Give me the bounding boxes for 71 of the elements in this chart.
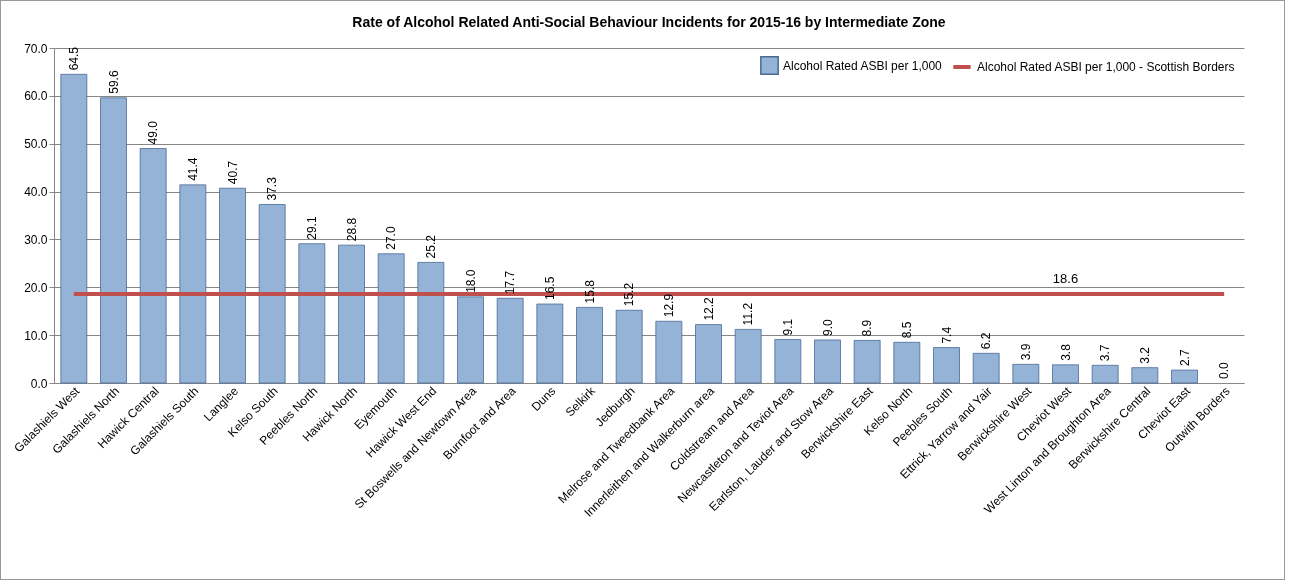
bar — [100, 97, 127, 384]
data-label: 11.2 — [741, 302, 756, 326]
legend-label: Alcohol Rated ASBI per 1,000 — [783, 58, 943, 73]
data-label: 25.2 — [423, 234, 438, 259]
data-label: 28.8 — [344, 217, 359, 242]
y-tick-label: 60.0 — [24, 89, 48, 104]
bar — [179, 184, 207, 384]
bar — [972, 352, 1000, 384]
legend-label: Alcohol Rated ASBI per 1,000 - Scottish Borders — [977, 60, 1235, 74]
bar — [655, 320, 683, 384]
data-label: 8.9 — [860, 319, 875, 337]
bar — [734, 329, 762, 384]
data-label: 49.0 — [146, 120, 161, 145]
data-label: 9.0 — [820, 318, 835, 336]
bar — [893, 341, 921, 384]
bar — [814, 339, 841, 384]
y-tick-label: 20.0 — [24, 280, 48, 295]
data-label: 9.1 — [780, 318, 795, 336]
data-label: 18.6 — [1052, 270, 1079, 286]
y-tick-label: 40.0 — [24, 185, 48, 200]
bar — [60, 73, 88, 384]
chart-title: Rate of Alcohol Related Anti-Social Behaviour Incidents for 2015-16 by Intermediate Zone — [352, 14, 946, 30]
bar — [615, 309, 643, 384]
bar — [139, 148, 167, 384]
data-label: 3.7 — [1098, 344, 1113, 362]
bar — [1171, 369, 1198, 384]
bar — [933, 347, 960, 384]
data-label: 27.0 — [384, 226, 399, 250]
y-tick-label: 0.0 — [30, 376, 48, 391]
data-label: 29.1 — [304, 216, 319, 240]
y-tick-label: 50.0 — [24, 137, 48, 152]
bar — [536, 303, 564, 384]
bar — [1131, 367, 1159, 384]
data-label: 3.8 — [1058, 343, 1073, 361]
bar — [1012, 363, 1040, 384]
data-label: 12.2 — [701, 296, 716, 321]
y-tick-label: 10.0 — [24, 328, 48, 343]
bar — [298, 243, 326, 384]
data-label: 2.7 — [1177, 349, 1192, 367]
data-label: 18.0 — [463, 269, 478, 293]
data-label: 3.2 — [1137, 346, 1152, 364]
data-label: 8.5 — [899, 321, 914, 339]
data-label: 7.4 — [939, 326, 954, 344]
data-label: 59.6 — [106, 70, 121, 94]
bar — [496, 297, 524, 384]
data-label: 64.5 — [66, 46, 81, 71]
bar — [457, 296, 484, 384]
bar — [853, 340, 881, 384]
bar — [219, 187, 246, 384]
bar — [1091, 364, 1119, 384]
data-label: 16.5 — [542, 276, 557, 301]
data-label: 3.9 — [1018, 343, 1033, 361]
data-label: 15.8 — [582, 279, 597, 304]
bar — [774, 339, 802, 384]
data-label: 37.3 — [265, 176, 280, 201]
bar — [576, 306, 603, 384]
y-tick-label: 30.0 — [24, 232, 48, 247]
data-label: 12.9 — [661, 293, 676, 318]
data-label: 0.0 — [1217, 361, 1232, 379]
bar — [695, 324, 722, 384]
bar — [338, 244, 365, 384]
bar — [377, 253, 405, 384]
bar — [417, 262, 445, 384]
data-label: 41.4 — [185, 157, 200, 181]
bar — [1052, 364, 1079, 384]
data-label: 17.7 — [503, 270, 518, 295]
data-label: 6.2 — [979, 332, 994, 350]
data-label: 15.2 — [622, 282, 637, 307]
bar — [258, 204, 286, 384]
y-tick-label: 70.0 — [24, 41, 48, 56]
data-label: 40.7 — [225, 160, 240, 185]
